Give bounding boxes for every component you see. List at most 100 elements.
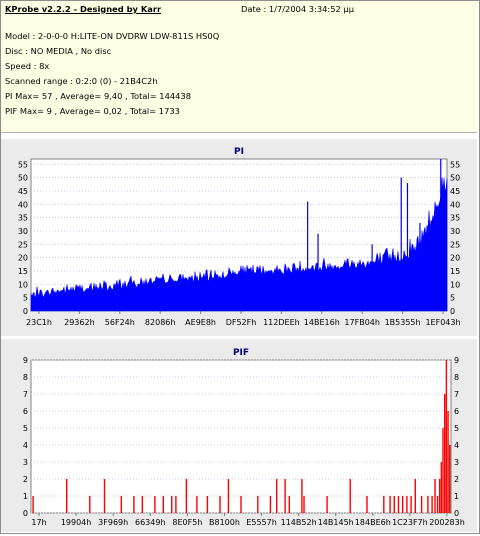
pif-y-tick-label-right: 5 xyxy=(454,424,459,433)
pif-bar xyxy=(276,479,278,513)
pif-bar xyxy=(420,496,423,513)
pif-x-tick-label: 114B52h xyxy=(281,518,317,527)
pif-bar xyxy=(410,496,412,513)
pi-y-tick-label-right: 55 xyxy=(450,160,460,169)
pif-y-tick-label-right: 2 xyxy=(454,475,459,484)
pi-y-tick-label-left: 15 xyxy=(18,267,28,276)
pif-bar xyxy=(162,496,164,513)
pi-y-tick-label-left: 5 xyxy=(23,294,28,303)
scanned-range-line: Scanned range : 0:2:0 (0) - 21B4C2h xyxy=(5,76,158,86)
pif-bar xyxy=(284,479,286,513)
pif-plot-area xyxy=(30,359,452,514)
pi-y-tick-label-right: 15 xyxy=(450,267,460,276)
pif-bar xyxy=(240,496,242,513)
pi-x-tick-label: 56F24h xyxy=(105,318,135,327)
pif-x-tick-label: 66349h xyxy=(135,518,166,527)
pif-bar xyxy=(449,445,451,513)
pif-x-tick-label: E5557h xyxy=(246,518,276,527)
pif-bar xyxy=(219,496,221,513)
pif-bar xyxy=(257,496,259,513)
pif-chart: PIF 0 0 1 1 2 2 3 3 4 4 5 5 6 6 7 7 8 8 9 9 17h 19904h 3F969h 66… xyxy=(23,348,465,527)
pi-summary-line: PI Max= 57 , Average= 9,40 , Total= 1444… xyxy=(5,91,191,101)
pif-y-tick-label-right: 7 xyxy=(454,390,459,399)
pif-x-tick-label: 3F969h xyxy=(98,518,128,527)
pif-x-tick-label: 184BE6h xyxy=(355,518,391,527)
pi-y-tick-label-right: 20 xyxy=(450,254,460,263)
pi-y-tick-label-right: 50 xyxy=(450,174,460,183)
disc-line: Disc : NO MEDIA , No disc xyxy=(5,46,112,56)
pi-y-tick-label-left: 30 xyxy=(18,227,28,236)
pif-chart-panel: PIF 0 0 1 1 2 2 3 3 4 4 5 5 6 6 7 7 8 8 9 9 17h 19904h 3F969h 66… xyxy=(1,339,477,532)
pif-y-tick-label-left: 1 xyxy=(23,492,28,501)
pi-y-tick-label-left: 50 xyxy=(18,174,28,183)
pif-summary-line: PIF Max= 9 , Average= 0,02 , Total= 1733 xyxy=(5,106,180,116)
pi-y-tick-label-left: 55 xyxy=(18,160,28,169)
pif-y-tick-label-left: 7 xyxy=(23,390,28,399)
model-line: Model : 2-0-0-0 H:LITE-ON DVDRW LDW-811S… xyxy=(5,31,220,41)
pif-x-tick-label: 14B145h xyxy=(318,518,354,527)
pif-bar xyxy=(406,496,408,513)
pif-y-tick-label-left: 2 xyxy=(23,475,28,484)
pif-bar xyxy=(175,496,177,513)
app-title: KProbe v2.2.2 - Designed by Karr xyxy=(5,4,162,14)
pi-area-series xyxy=(30,177,448,312)
pif-bar xyxy=(326,496,328,513)
pi-x-tick-label: 1B5355h xyxy=(385,318,421,327)
pif-bar xyxy=(303,496,305,513)
pif-bar xyxy=(436,496,439,513)
pif-bar xyxy=(447,411,449,513)
pi-y-tick-label-right: 5 xyxy=(450,294,455,303)
info-panel: KProbe v2.2.2 - Designed by Karr Date : … xyxy=(1,1,477,133)
pif-y-tick-label-left: 5 xyxy=(23,424,28,433)
pif-bar xyxy=(431,496,433,513)
pif-bar xyxy=(402,496,404,513)
pif-x-tick-label: 19904h xyxy=(61,518,92,527)
pif-bar xyxy=(440,462,443,513)
pif-bar xyxy=(133,496,135,513)
pif-y-tick-label-right: 9 xyxy=(454,356,459,365)
pif-bar xyxy=(442,428,444,513)
pi-x-tick-label: DF52Fh xyxy=(226,318,257,327)
pif-bar xyxy=(444,394,446,513)
pif-bar xyxy=(227,479,230,513)
pif-y-tick-label-right: 6 xyxy=(454,407,459,416)
pif-bar xyxy=(389,496,391,513)
pif-bar xyxy=(66,479,68,513)
pif-bar xyxy=(438,479,441,513)
pif-y-tick-label-left: 8 xyxy=(23,373,28,382)
pi-y-tick-label-right: 30 xyxy=(450,227,460,236)
pif-bar xyxy=(349,479,351,513)
pi-y-tick-label-left: 25 xyxy=(18,240,28,249)
pi-y-tick-label-right: 0 xyxy=(450,307,455,316)
pif-bar xyxy=(185,479,188,513)
pif-bar xyxy=(171,496,173,513)
pif-y-tick-label-left: 6 xyxy=(23,407,28,416)
pi-chart-title: PI xyxy=(234,147,244,157)
pif-y-tick-label-left: 4 xyxy=(23,441,28,450)
pi-x-tick-label: 23C1h xyxy=(26,318,52,327)
pif-x-tick-label: 8E0F5h xyxy=(172,518,202,527)
pif-y-tick-label-left: 0 xyxy=(23,509,28,518)
pif-bar xyxy=(288,496,290,513)
pif-y-tick-label-right: 3 xyxy=(454,458,459,467)
pif-x-tick-label: 17h xyxy=(31,518,46,527)
pif-bar xyxy=(434,479,436,513)
pi-y-tick-label-right: 10 xyxy=(450,280,460,289)
pi-x-tick-label: 82086h xyxy=(145,318,176,327)
pi-chart-panel: PI 0 0 5 5 10 10 15 15 20 20 25 25 30 30 35 35 40 40 45 45 50… xyxy=(1,139,477,336)
pi-x-tick-label: 29362h xyxy=(64,318,95,327)
pif-chart-title: PIF xyxy=(233,348,249,358)
speed-line: Speed : 8x xyxy=(5,61,50,71)
pif-bar xyxy=(366,496,368,513)
pif-bar xyxy=(103,479,106,513)
pi-y-tick-label-left: 35 xyxy=(18,214,28,223)
pi-x-tick-label: AE9E8h xyxy=(185,318,216,327)
pif-y-tick-label-left: 3 xyxy=(23,458,28,467)
pi-x-tick-label: 17FB04h xyxy=(344,318,380,327)
pif-bar xyxy=(445,360,448,513)
pif-y-tick-label-right: 0 xyxy=(454,509,459,518)
pif-y-tick-label-right: 1 xyxy=(454,492,459,501)
pif-x-tick-label: 200283h xyxy=(429,518,465,527)
pi-y-tick-label-left: 10 xyxy=(18,280,28,289)
